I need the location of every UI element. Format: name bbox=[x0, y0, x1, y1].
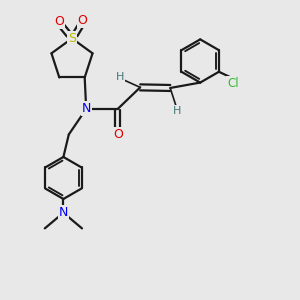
Text: N: N bbox=[59, 206, 68, 219]
Text: O: O bbox=[78, 14, 87, 27]
Text: O: O bbox=[113, 128, 123, 141]
Text: H: H bbox=[116, 72, 124, 82]
Text: S: S bbox=[68, 32, 76, 45]
Text: Cl: Cl bbox=[227, 77, 239, 90]
Text: H: H bbox=[172, 106, 181, 116]
Text: O: O bbox=[55, 15, 64, 28]
Text: N: N bbox=[82, 103, 91, 116]
